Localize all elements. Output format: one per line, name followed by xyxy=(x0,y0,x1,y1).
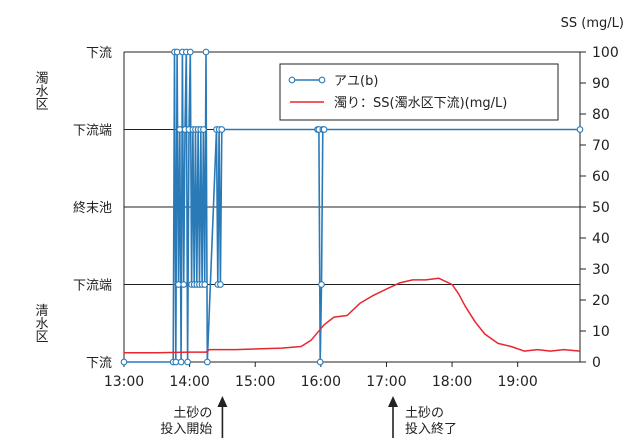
series-layer xyxy=(120,48,584,366)
series-point xyxy=(120,358,128,366)
y-right-tick-label: 30 xyxy=(592,262,610,278)
legend-label: 濁り：SS(濁水区下流)(mg/L) xyxy=(334,95,507,111)
y-left-tick-label: 下流端 xyxy=(73,279,112,294)
annotation-text: 投入開始 xyxy=(160,421,212,437)
x-tick-label: 14:00 xyxy=(169,374,209,390)
x-tick-label: 17:00 xyxy=(366,374,406,390)
y-left-tick-label: 下流端 xyxy=(73,124,112,139)
region-label: 濁水区 xyxy=(33,71,49,111)
legend-label: アユ(b) xyxy=(334,74,378,89)
y-left-tick-label: 下流 xyxy=(86,46,112,61)
series-point xyxy=(184,358,191,366)
y-right-tick-label: 50 xyxy=(592,200,610,216)
y-right-tick-label: 90 xyxy=(592,76,610,92)
series-point xyxy=(576,126,584,133)
annotation-arrowhead xyxy=(388,396,399,407)
y-right-tick-label: 60 xyxy=(592,169,610,185)
series-point xyxy=(201,281,209,288)
x-tick-label: 13:00 xyxy=(104,374,144,390)
series-point xyxy=(316,358,324,366)
x-tick-label: 19:00 xyxy=(497,374,537,390)
y-right-tick-label: 80 xyxy=(592,107,610,123)
series-point xyxy=(318,281,325,288)
series-point xyxy=(217,281,224,288)
x-tick-label: 15:00 xyxy=(235,374,275,390)
y-right-tick-label: 0 xyxy=(592,355,601,371)
series-point xyxy=(186,48,194,56)
legend-marker xyxy=(288,76,296,84)
y-right-tick-label: 20 xyxy=(592,293,610,309)
series-point xyxy=(177,358,185,366)
legend-marker xyxy=(318,76,326,84)
annotation-text: 投入終了 xyxy=(405,421,457,437)
series-point xyxy=(203,358,211,366)
legend: アユ(b) 濁り：SS(濁水区下流)(mg/L) xyxy=(279,63,559,121)
x-tick-label: 16:00 xyxy=(301,374,341,390)
y-right-axis-label: SS (mg/L) xyxy=(561,16,624,31)
series-point xyxy=(200,126,207,133)
y-right-tick-label: 100 xyxy=(592,45,619,61)
series-point xyxy=(180,281,188,288)
series-point xyxy=(202,48,210,56)
series-line xyxy=(124,51,580,363)
annotation-text: 土砂の xyxy=(405,406,444,421)
series-point xyxy=(320,126,328,133)
legend-box xyxy=(279,63,559,121)
annotation-text: 土砂の xyxy=(173,406,212,421)
y-left-tick-label: 下流 xyxy=(86,356,112,371)
x-tick-label: 18:00 xyxy=(432,374,472,390)
y-right-tick-label: 70 xyxy=(592,138,610,154)
y-left-tick-label: 終末池 xyxy=(73,200,112,216)
region-label: 清水区 xyxy=(33,304,49,343)
y-right-tick-label: 10 xyxy=(592,324,610,340)
annotation-arrowhead xyxy=(217,396,228,407)
series-point xyxy=(218,126,226,133)
series-line xyxy=(124,277,581,354)
y-right-tick-label: 40 xyxy=(592,231,610,247)
